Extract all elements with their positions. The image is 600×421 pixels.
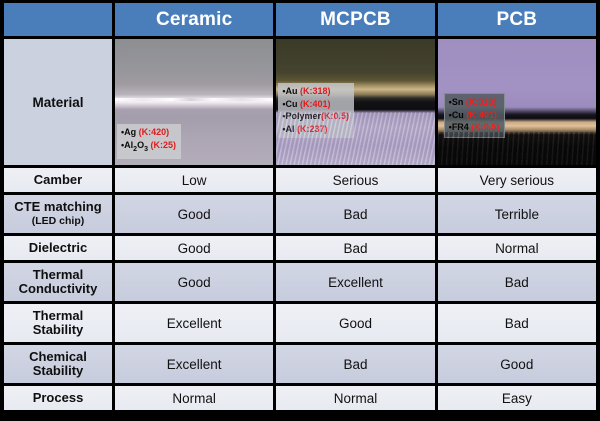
- table-row-cte-matching: CTE matching (LED chip) Good Bad Terribl…: [4, 195, 596, 233]
- mcpcb-material-legend: •Au (K:318) •Cu (K:401) •Polymer(K:0.5) …: [278, 83, 355, 138]
- cell-thermal-conductivity-ceramic: Good: [115, 263, 274, 301]
- row-label-subtext: Stability: [32, 322, 84, 337]
- legend-item: •Sn (K:318): [448, 97, 497, 107]
- row-label-material: Material: [4, 39, 112, 165]
- table-header-row: Ceramic MCPCB PCB: [4, 3, 596, 36]
- row-label-text: Material: [32, 94, 84, 110]
- material-cell-pcb: •Sn (K:318) •Cu (K:401) •FR4 (K:0.5): [437, 39, 596, 165]
- row-label-text: Thermal: [32, 308, 84, 323]
- row-label-text: CTE matching: [14, 199, 102, 214]
- table-row-thermal-stability: Thermal Stability Excellent Good Bad: [4, 304, 596, 342]
- row-label-thermal-stability: Thermal Stability: [4, 304, 112, 342]
- cell-camber-pcb: Very serious: [437, 168, 596, 192]
- legend-item: •Al2O3 (K:25): [121, 139, 177, 153]
- legend-item: •Cu (K:401): [448, 109, 497, 120]
- table-row-camber: Camber Low Serious Very serious: [4, 168, 596, 192]
- row-label-cte-matching: CTE matching (LED chip): [4, 195, 112, 233]
- column-header-label: Ceramic: [155, 9, 233, 30]
- row-label-process: Process: [4, 386, 112, 410]
- cell-thermal-stability-pcb: Bad: [437, 304, 596, 342]
- row-label-chemical-stability: Chemical Stability: [4, 345, 112, 383]
- table-row-process: Process Normal Normal Easy: [4, 386, 596, 410]
- row-label-camber: Camber: [4, 168, 112, 192]
- legend-item: •Polymer(K:0.5): [282, 111, 350, 121]
- legend-item: •Au (K:318): [282, 86, 331, 96]
- column-header-mcpcb: MCPCB: [276, 3, 435, 36]
- legend-item: •FR4 (K:0.5): [448, 122, 500, 132]
- ceramic-material-legend: •Ag (K:420) •Al2O3 (K:25): [117, 124, 182, 159]
- cell-dielectric-ceramic: Good: [115, 236, 274, 260]
- cell-cte-ceramic: Good: [115, 195, 274, 233]
- column-header-ceramic: Ceramic: [115, 3, 274, 36]
- material-cell-mcpcb: •Au (K:318) •Cu (K:401) •Polymer(K:0.5) …: [276, 39, 435, 165]
- legend-item: •Al (K:237): [282, 123, 328, 134]
- material-cell-ceramic: •Ag (K:420) •Al2O3 (K:25): [115, 39, 274, 165]
- cell-chemical-stability-ceramic: Excellent: [115, 345, 274, 383]
- cell-thermal-conductivity-pcb: Bad: [437, 263, 596, 301]
- cell-cte-mcpcb: Bad: [276, 195, 435, 233]
- cell-process-mcpcb: Normal: [276, 386, 435, 410]
- cell-thermal-stability-ceramic: Excellent: [115, 304, 274, 342]
- cell-chemical-stability-pcb: Good: [437, 345, 596, 383]
- cell-process-pcb: Easy: [437, 386, 596, 410]
- legend-item: •Cu (K:401): [282, 98, 331, 109]
- row-label-thermal-conductivity: Thermal Conductivity: [4, 263, 112, 301]
- pcb-material-legend: •Sn (K:318) •Cu (K:401) •FR4 (K:0.5): [443, 93, 506, 138]
- table-row-material: Material •Ag (K:420) •Al2O3 (K:25) •Au (…: [4, 39, 596, 165]
- table-row-thermal-conductivity: Thermal Conductivity Good Excellent Bad: [4, 263, 596, 301]
- row-label-subtext: Conductivity: [18, 281, 98, 296]
- cell-thermal-conductivity-mcpcb: Excellent: [276, 263, 435, 301]
- row-label-subtext: Stability: [32, 363, 84, 378]
- header-corner-cell: [4, 3, 112, 36]
- row-label-text: Process: [32, 390, 84, 405]
- legend-item: •Ag (K:420): [121, 127, 170, 138]
- cell-chemical-stability-mcpcb: Bad: [276, 345, 435, 383]
- column-header-label: PCB: [496, 9, 538, 30]
- table-row-dielectric: Dielectric Good Bad Normal: [4, 236, 596, 260]
- cell-camber-mcpcb: Serious: [276, 168, 435, 192]
- row-label-text: Dielectric: [28, 240, 88, 255]
- row-label-text: Thermal: [32, 267, 84, 282]
- row-label-subtext: (LED chip): [31, 215, 85, 227]
- cell-dielectric-pcb: Normal: [437, 236, 596, 260]
- mcpcb-cross-section-image: •Au (K:318) •Cu (K:401) •Polymer(K:0.5) …: [276, 39, 435, 165]
- ceramic-cross-section-image: •Ag (K:420) •Al2O3 (K:25): [115, 39, 274, 165]
- cell-camber-ceramic: Low: [115, 168, 274, 192]
- column-header-pcb: PCB: [437, 3, 596, 36]
- cell-process-ceramic: Normal: [115, 386, 274, 410]
- pcb-cross-section-image: •Sn (K:318) •Cu (K:401) •FR4 (K:0.5): [437, 39, 596, 165]
- cell-cte-pcb: Terrible: [437, 195, 596, 233]
- cell-thermal-stability-mcpcb: Good: [276, 304, 435, 342]
- row-label-text: Camber: [33, 172, 83, 187]
- row-label-dielectric: Dielectric: [4, 236, 112, 260]
- cell-dielectric-mcpcb: Bad: [276, 236, 435, 260]
- column-header-label: MCPCB: [320, 9, 391, 30]
- row-label-text: Chemical: [29, 349, 87, 364]
- table-row-chemical-stability: Chemical Stability Excellent Bad Good: [4, 345, 596, 383]
